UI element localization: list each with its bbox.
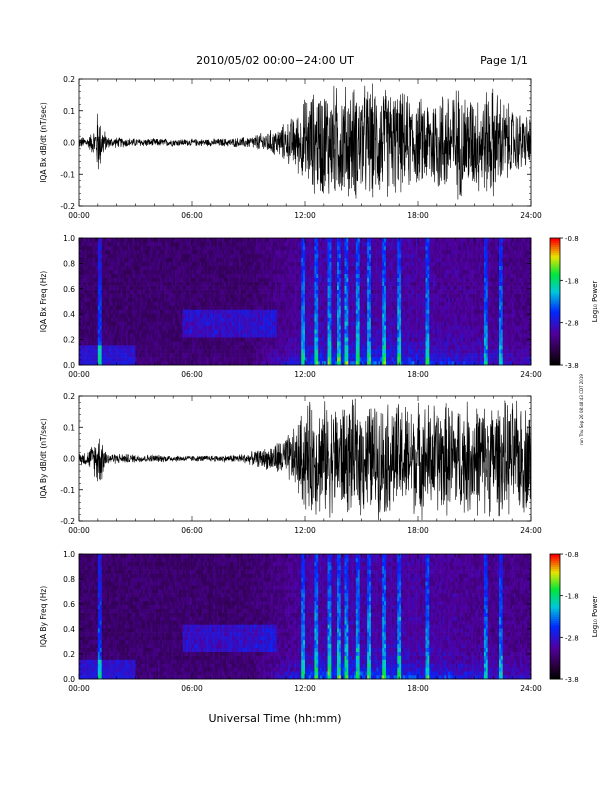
- chart-panel-1: -0.2 -0.1 0.0 0.1 0.2 00:00 06:00 12:00 18:00 24:…: [39, 75, 542, 220]
- colorbar-tick-label: -0.8: [565, 235, 579, 243]
- y-tick-label: 0.6: [63, 285, 75, 294]
- y-tick-label: 0.0: [63, 139, 75, 148]
- y-axis-label: IQA By Freq (Hz): [39, 586, 48, 648]
- y-tick-label: -0.1: [60, 170, 75, 179]
- x-tick-label: 06:00: [181, 211, 203, 220]
- y-tick-label: 0.6: [63, 600, 75, 609]
- colorbar-tick-label: -1.8: [565, 277, 579, 285]
- x-tick-label: 12:00: [294, 526, 316, 535]
- x-tick-label: 12:00: [294, 370, 316, 379]
- y-tick-label: 0.8: [63, 575, 75, 584]
- header-page-label: Page 1/1: [480, 54, 528, 67]
- colorbar-title: Log₁₀ Power: [591, 596, 599, 638]
- chart-panel-2: -0.8 -1.8 -2.8 -3.8 Log₁₀ Power 0.0 0.2 0.4 0.6 0…: [39, 234, 599, 379]
- x-tick-label: 12:00: [294, 211, 316, 220]
- y-tick-label: 0.1: [63, 423, 75, 432]
- run-timestamp-note: run Thu Sep 26 08:48:43 CDT 2019: [579, 374, 584, 445]
- y-tick-label: 0.2: [63, 336, 75, 345]
- y-tick-label: 0.0: [63, 675, 75, 684]
- x-tick-label: 06:00: [181, 684, 203, 693]
- chart-panel-4: -0.8 -1.8 -2.8 -3.8 Log₁₀ Power 0.0 0.2 0.4 0.6 0…: [39, 550, 599, 693]
- spectrogram-cells: [79, 554, 531, 679]
- x-axis-title: Universal Time (hh:mm): [209, 712, 342, 725]
- y-tick-label: -0.1: [60, 486, 75, 495]
- colorbar-tick-label: -3.8: [565, 676, 579, 684]
- y-tick-label: 0.2: [63, 392, 75, 401]
- x-tick-label: 18:00: [407, 684, 429, 693]
- colorbar-tick-label: -3.8: [565, 362, 579, 370]
- y-tick-label: -0.2: [60, 517, 75, 526]
- y-tick-label: 0.4: [63, 625, 75, 634]
- y-tick-label: -0.2: [60, 202, 75, 211]
- y-tick-label: 0.2: [63, 75, 75, 84]
- y-tick-label: 0.8: [63, 259, 75, 268]
- y-axis-label: IQA Bx dB/dt (nT/sec): [39, 102, 48, 183]
- y-tick-label: 1.0: [63, 234, 75, 243]
- colorbar-title: Log₁₀ Power: [591, 281, 599, 323]
- y-axis-label: IQA Bx Freq (Hz): [39, 271, 48, 333]
- chart-panel-3: -0.2 -0.1 0.0 0.1 0.2 00:00 06:00 12:00 18:00 24:…: [39, 392, 542, 535]
- colorbar-tick-label: -2.8: [565, 320, 579, 328]
- x-tick-label: 24:00: [520, 370, 542, 379]
- colorbar-bx: -0.8 -1.8 -2.8 -3.8 Log₁₀ Power: [550, 235, 599, 370]
- header-date-range: 2010/05/02 00:00−24:00 UT: [196, 54, 354, 67]
- x-tick-label: 18:00: [407, 211, 429, 220]
- y-axis-label: IQA By dB/dt (nT/sec): [39, 418, 48, 499]
- y-tick-label: 0.2: [63, 650, 75, 659]
- y-tick-label: 0.1: [63, 107, 75, 116]
- magnetometer-trace: [79, 84, 531, 200]
- x-tick-label: 24:00: [520, 684, 542, 693]
- x-tick-label: 18:00: [407, 370, 429, 379]
- x-tick-label: 24:00: [520, 211, 542, 220]
- colorbar-tick-label: -2.8: [565, 634, 579, 642]
- x-tick-label: 06:00: [181, 526, 203, 535]
- x-tick-label: 06:00: [181, 370, 203, 379]
- y-tick-label: 0.0: [63, 361, 75, 370]
- y-tick-label: 1.0: [63, 550, 75, 559]
- x-tick-label: 00:00: [68, 211, 90, 220]
- colorbar-tick-label: -1.8: [565, 593, 579, 601]
- x-tick-label: 00:00: [68, 684, 90, 693]
- x-tick-label: 18:00: [407, 526, 429, 535]
- x-tick-label: 12:00: [294, 684, 316, 693]
- spectrogram-cells: [79, 238, 531, 365]
- x-tick-label: 24:00: [520, 526, 542, 535]
- colorbar-tick-label: -0.8: [565, 551, 579, 559]
- y-tick-label: 0.4: [63, 310, 75, 319]
- colorbar-by: -0.8 -1.8 -2.8 -3.8 Log₁₀ Power: [550, 551, 599, 684]
- magnetometer-trace: [79, 399, 531, 520]
- y-tick-label: 0.0: [63, 455, 75, 464]
- x-tick-label: 00:00: [68, 526, 90, 535]
- x-tick-label: 00:00: [68, 370, 90, 379]
